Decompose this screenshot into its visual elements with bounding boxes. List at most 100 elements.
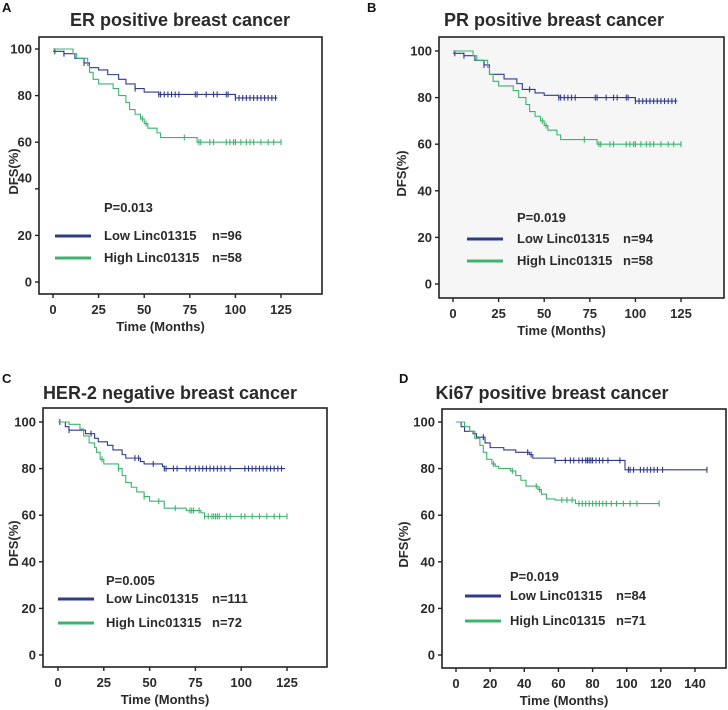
- y-tick-label: 40: [421, 554, 435, 569]
- series-low: [456, 421, 708, 473]
- x-tick-label: 125: [270, 302, 292, 317]
- y-tick-label: 80: [22, 461, 36, 476]
- y-tick-label: 0: [29, 648, 36, 663]
- plot-frame: [441, 408, 727, 669]
- series-high: [58, 421, 288, 520]
- panel-letter: B: [367, 0, 376, 15]
- legend-n: n=94: [623, 231, 654, 246]
- x-tick-label: 50: [142, 675, 156, 690]
- y-tick-label: 20: [421, 601, 435, 616]
- x-tick-label: 75: [188, 675, 202, 690]
- y-tick-label: 60: [418, 137, 432, 152]
- x-tick-label: 100: [625, 306, 647, 321]
- y-tick-label: 40: [18, 171, 32, 186]
- survival-curve: [53, 48, 281, 143]
- x-tick-label: 50: [137, 302, 151, 317]
- panel-a: A ER positive breast cancer 0 20 40 60 80 100 0 2…: [2, 0, 323, 334]
- y-axis-label: DFS(%): [396, 521, 411, 567]
- chart-title: Ki67 positive breast cancer: [435, 383, 668, 403]
- y-tick-label: 40: [22, 554, 36, 569]
- x-tick-label: 20: [483, 676, 497, 691]
- plot-frame: [38, 36, 323, 295]
- chart-title: PR positive breast cancer: [444, 10, 664, 30]
- panel-letter: D: [399, 371, 408, 386]
- x-axis-label: Time (Months): [520, 693, 609, 708]
- x-tick-label: 0: [54, 675, 61, 690]
- legend-n: n=58: [623, 253, 653, 268]
- p-value: P=0.013: [104, 200, 153, 215]
- y-tick-label: 80: [421, 461, 435, 476]
- y-tick-label: 80: [18, 88, 32, 103]
- x-tick-label: 40: [517, 676, 531, 691]
- y-tick-label: 100: [10, 42, 32, 57]
- p-value: P=0.005: [106, 573, 155, 588]
- x-axis-label: Time (Months): [116, 319, 205, 334]
- x-tick-label: 125: [670, 306, 692, 321]
- survival-curve: [456, 421, 660, 505]
- y-axis-label: DFS(%): [6, 148, 21, 194]
- legend-label: Low Linc01315: [510, 588, 602, 603]
- y-tick-label: 60: [22, 508, 36, 523]
- legend-n: n=111: [212, 591, 248, 606]
- legend: P=0.019 Low Linc01315 n=94 High Linc01315 n=…: [467, 210, 654, 268]
- x-axis-label: Time (Months): [517, 323, 606, 338]
- y-tick-label: 100: [14, 415, 36, 430]
- x-tick-label: 100: [230, 675, 252, 690]
- y-tick-label: 40: [418, 183, 432, 198]
- x-tick-label: 100: [616, 676, 638, 691]
- x-tick-label: 140: [684, 676, 706, 691]
- x-tick-label: 50: [537, 306, 551, 321]
- y-tick-label: 0: [428, 648, 435, 663]
- x-tick-label: 80: [585, 676, 599, 691]
- legend-label: High Linc01315: [510, 613, 605, 628]
- x-tick-label: 75: [583, 306, 597, 321]
- legend-n: n=84: [616, 588, 647, 603]
- legend-label: Low Linc01315: [517, 231, 609, 246]
- x-tick-label: 60: [551, 676, 565, 691]
- panel-letter: A: [2, 0, 12, 15]
- chart-title: ER positive breast cancer: [70, 10, 290, 30]
- y-tick-label: 0: [425, 277, 432, 292]
- y-tick-label: 100: [410, 44, 432, 59]
- x-tick-label: 125: [276, 675, 298, 690]
- x-tick-label: 0: [49, 302, 56, 317]
- x-tick-label: 75: [183, 302, 197, 317]
- panel-b: B PR positive breast cancer 0 20 40 60 80 100 0 2…: [367, 0, 725, 338]
- x-tick-label: 100: [225, 302, 247, 317]
- series-low: [58, 419, 286, 472]
- chart-title: HER-2 negative breast cancer: [43, 383, 297, 403]
- legend: P=0.005 Low Linc01315 n=111 High Linc01315 n…: [58, 573, 248, 630]
- panel-d: D Ki67 positive breast cancer 0 20 40 60 80 100…: [396, 371, 727, 708]
- survival-curve: [456, 421, 707, 471]
- p-value: P=0.019: [510, 569, 559, 584]
- y-tick-label: 0: [25, 275, 32, 290]
- legend-n: n=72: [212, 615, 242, 630]
- legend-label: Low Linc01315: [104, 228, 196, 243]
- legend: P=0.013 Low Linc01315 n=96 High Linc01315 n=…: [55, 200, 242, 265]
- legend-n: n=96: [212, 228, 242, 243]
- x-tick-label: 25: [97, 675, 111, 690]
- x-tick-label: 0: [449, 306, 456, 321]
- x-tick-label: 0: [452, 676, 459, 691]
- y-tick-label: 60: [18, 135, 32, 150]
- y-axis-label: DFS(%): [6, 520, 21, 566]
- y-tick-label: 100: [413, 415, 435, 430]
- legend-n: n=58: [212, 250, 242, 265]
- x-axis-label: Time (Months): [121, 692, 210, 707]
- plot-frame: [438, 36, 725, 299]
- y-tick-label: 20: [18, 228, 32, 243]
- panel-letter: C: [2, 371, 12, 386]
- y-tick-label: 60: [421, 508, 435, 523]
- legend-label: Low Linc01315: [106, 591, 198, 606]
- series-high: [453, 50, 682, 148]
- y-tick-label: 20: [22, 601, 36, 616]
- survival-curve: [453, 50, 681, 145]
- y-axis-label: DFS(%): [394, 150, 409, 196]
- x-tick-label: 120: [650, 676, 672, 691]
- series-low: [453, 50, 678, 105]
- legend-n: n=71: [616, 613, 646, 628]
- y-tick-label: 80: [418, 90, 432, 105]
- legend-label: High Linc01315: [104, 250, 199, 265]
- legend: P=0.019 Low Linc01315 n=84 High Linc01315 n=…: [465, 569, 647, 628]
